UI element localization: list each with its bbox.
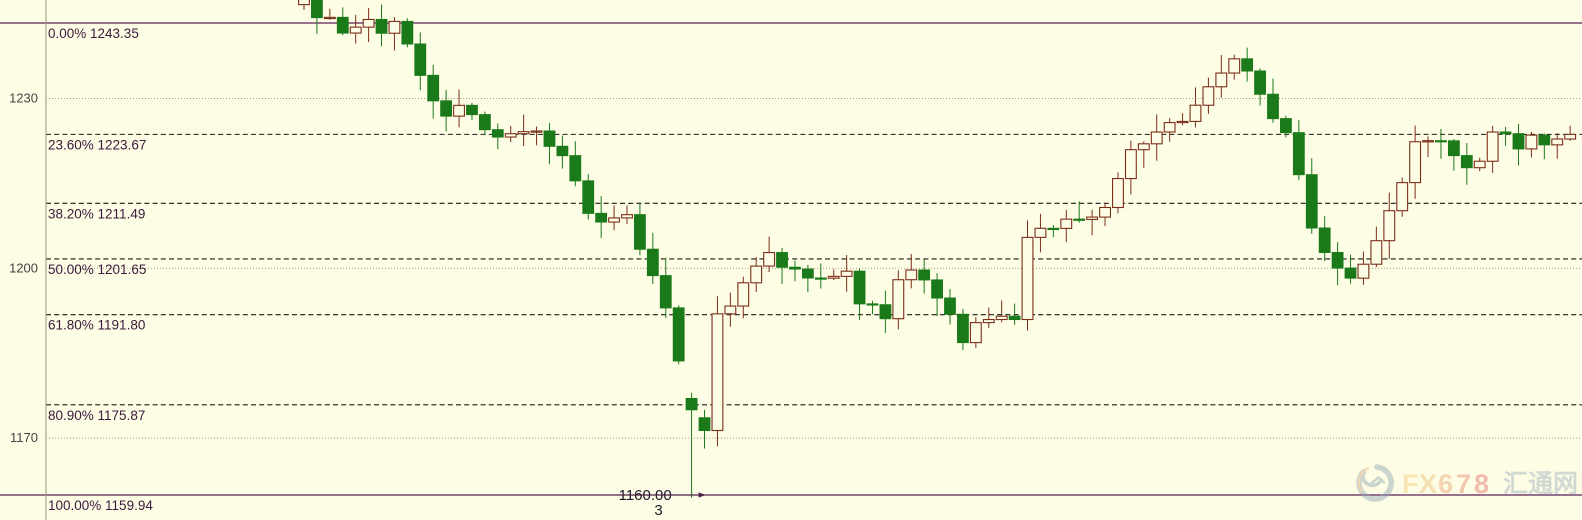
svg-text:80.90% 1175.87: 80.90% 1175.87	[48, 408, 145, 423]
svg-text:8: 8	[1474, 469, 1489, 499]
svg-text:1200: 1200	[9, 260, 38, 275]
svg-text:38.20% 1211.49: 38.20% 1211.49	[48, 206, 145, 221]
svg-text:23.60% 1223.67: 23.60% 1223.67	[48, 137, 146, 152]
svg-text:3: 3	[654, 502, 662, 519]
svg-text:6: 6	[1438, 469, 1453, 499]
svg-text:50.00% 1201.65: 50.00% 1201.65	[48, 262, 146, 277]
svg-text:1230: 1230	[9, 91, 38, 106]
svg-text:61.80% 1191.80: 61.80% 1191.80	[48, 318, 145, 333]
svg-text:X: X	[1419, 469, 1437, 499]
svg-text:0.00% 1243.35: 0.00% 1243.35	[48, 26, 139, 41]
svg-text:F: F	[1402, 469, 1419, 499]
svg-text:1170: 1170	[10, 430, 38, 445]
svg-text:7: 7	[1456, 469, 1471, 499]
svg-text:汇通网: 汇通网	[1503, 470, 1578, 498]
svg-text:100.00% 1159.94: 100.00% 1159.94	[48, 498, 153, 513]
